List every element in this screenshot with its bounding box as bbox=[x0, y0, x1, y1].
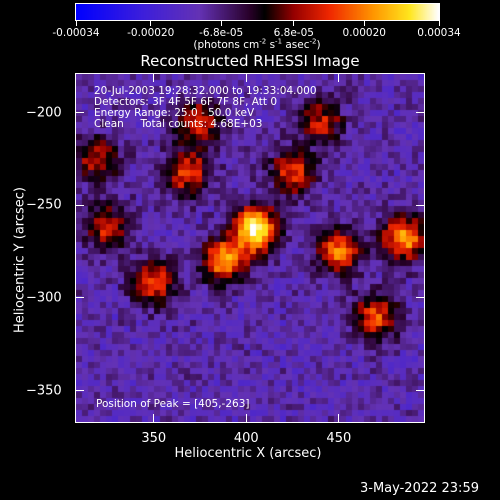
annotation-peak-position: Position of Peak = [405,-263] bbox=[96, 398, 250, 410]
y-tick bbox=[76, 390, 84, 392]
y-tick-right bbox=[416, 112, 424, 114]
x-tick-top bbox=[338, 74, 340, 82]
colorbar-frame bbox=[75, 3, 440, 21]
x-tick-top bbox=[153, 74, 155, 82]
colorbar-unit-exp2: -1 bbox=[275, 37, 283, 46]
annotation-energy-range: Energy Range: 25.0 - 50.0 keV bbox=[94, 107, 255, 119]
y-axis-label: Heliocentric Y (arcsec) bbox=[12, 187, 28, 333]
colorbar-tick-label: -6.8e-05 bbox=[199, 27, 244, 39]
colorbar-tick bbox=[363, 21, 365, 26]
y-tick-label: −300 bbox=[26, 290, 62, 306]
x-axis-label: Heliocentric X (arcsec) bbox=[174, 446, 322, 461]
colorbar-unit-mid1: s bbox=[266, 39, 276, 51]
x-tick-label: 350 bbox=[141, 431, 167, 446]
colorbar-unit-exp1: -2 bbox=[259, 37, 267, 46]
y-tick-label: −350 bbox=[26, 383, 62, 399]
x-tick bbox=[338, 414, 340, 422]
colorbar-tick-label: -0.00020 bbox=[127, 27, 175, 39]
colorbar-gradient bbox=[76, 4, 439, 20]
y-tick-label: −200 bbox=[26, 105, 62, 121]
colorbar-tick bbox=[150, 21, 152, 26]
x-tick-top bbox=[245, 74, 247, 82]
y-tick-right bbox=[416, 390, 424, 392]
colorbar-unit-mid2: asec bbox=[282, 39, 310, 51]
colorbar-tick bbox=[75, 21, 77, 26]
y-tick bbox=[76, 297, 84, 299]
y-tick bbox=[76, 204, 84, 206]
colorbar-tick-label: -0.00034 bbox=[52, 27, 100, 39]
x-tick bbox=[245, 414, 247, 422]
colorbar-tick-label: 0.00020 bbox=[342, 27, 386, 39]
colorbar-tick-label: 0.00034 bbox=[417, 27, 461, 39]
y-tick bbox=[76, 112, 84, 114]
y-tick-label: −250 bbox=[26, 197, 62, 213]
annotation-clean-total-counts: Clean Total counts: 4.68E+03 bbox=[94, 118, 263, 130]
x-tick bbox=[153, 414, 155, 422]
colorbar-tick bbox=[438, 21, 440, 26]
annotation-detectors: Detectors: 3F 4F 5F 6F 7F 8F, Att 0 bbox=[94, 96, 278, 108]
heatmap-image bbox=[76, 74, 424, 422]
colorbar-unit-prefix: (photons cm bbox=[193, 39, 260, 51]
timestamp: 3-May-2022 23:59 bbox=[360, 481, 479, 496]
colorbar-unit-exp3: -2 bbox=[309, 37, 317, 46]
colorbar-tick bbox=[293, 21, 295, 26]
y-tick-right bbox=[416, 297, 424, 299]
colorbar-tick-label: 6.8e-05 bbox=[273, 27, 314, 39]
colorbar-tick bbox=[220, 21, 222, 26]
colorbar-unit-suffix: ) bbox=[316, 39, 321, 51]
annotation-time-range: 20-Jul-2003 19:28:32.000 to 19:33:04.000 bbox=[94, 85, 317, 97]
chart-title: Reconstructed RHESSI Image bbox=[140, 52, 360, 70]
x-tick-label: 400 bbox=[233, 431, 259, 446]
x-tick-label: 450 bbox=[326, 431, 352, 446]
y-tick-right bbox=[416, 204, 424, 206]
colorbar-unit-label: (photons cm-2 s-1 asec-2) bbox=[193, 37, 321, 51]
